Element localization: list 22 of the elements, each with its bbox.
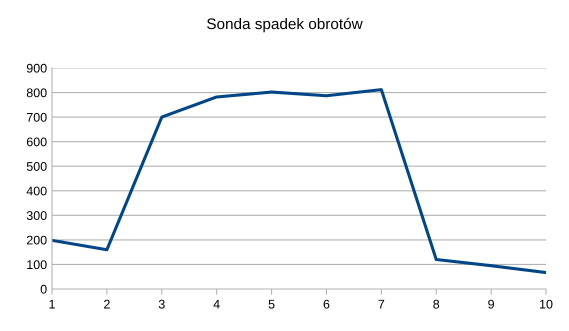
y-tick-label: 700	[26, 112, 47, 122]
x-tick-label: 10	[540, 300, 552, 309]
y-tick-label: 0	[40, 284, 47, 294]
x-tick-label: 7	[378, 300, 384, 308]
x-tick-label: 2	[104, 300, 110, 308]
x-tick-label: 8	[433, 300, 440, 309]
line-series	[52, 88, 546, 274]
chart-title: Sonda spadek obrotów	[207, 18, 363, 32]
y-tick-label: 600	[26, 137, 47, 146]
x-tick-label: 5	[268, 300, 275, 309]
y-tick-label: 100	[27, 260, 47, 270]
x-tick-label: 3	[158, 300, 165, 309]
y-tick-label: 300	[26, 211, 47, 220]
y-tick-label: 200	[26, 236, 47, 245]
x-tick-label: 9	[488, 300, 494, 309]
x-tick-label: 4	[213, 300, 220, 308]
y-tick-label: 400	[26, 186, 47, 196]
y-tick-label: 800	[26, 88, 47, 98]
y-tick-label: 500	[26, 162, 47, 171]
x-tick-label: 6	[324, 300, 330, 309]
y-tick-label: 900	[26, 64, 47, 73]
x-tick-label: 1	[49, 300, 55, 308]
